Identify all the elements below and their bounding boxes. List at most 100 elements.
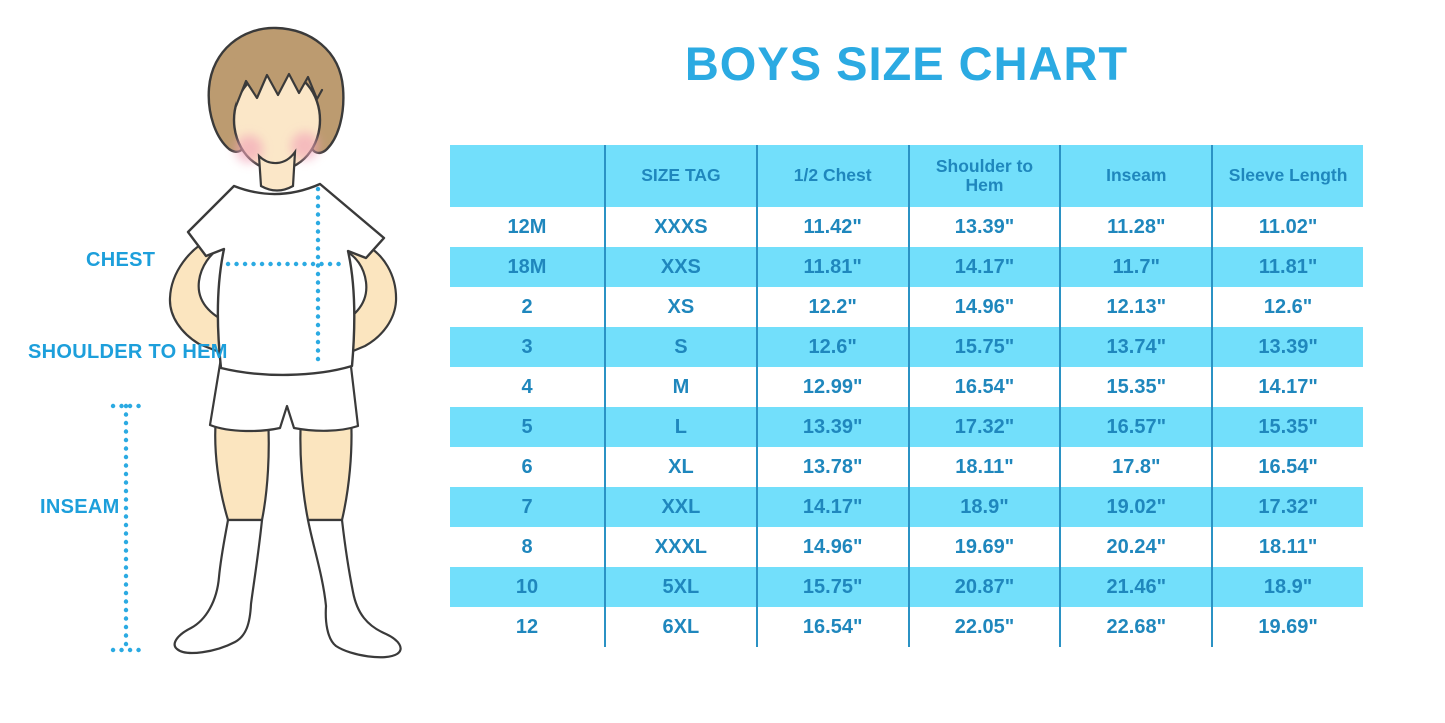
hair-fringe-line [234,72,324,108]
inseam-cell: 11.28" [1059,207,1211,247]
shoulder-to-hem-cell: 15.75" [907,327,1060,367]
shoulder-to-hem-label: SHOULDER TO HEM [28,341,228,363]
size-tag-cell: S [604,327,756,367]
header-cell-inseam: Inseam [1059,145,1211,207]
table-row: 12M XXXS 11.42" 13.39" 11.28" 11.02" [450,207,1363,247]
half-chest-cell: 12.99" [755,367,908,407]
hair-fringe [234,58,322,106]
size-tag-cell: 5XL [604,567,756,607]
size-tag-cell: XXXL [604,527,756,567]
size-cell: 8 [521,536,533,558]
table-row: 5 L 13.39" 17.32" 16.57" 15.35" [450,407,1363,447]
inseam-label: INSEAM [40,496,120,518]
size-cell: 4 [521,376,533,398]
sock-right [306,518,402,659]
header-cell-half-chest: 1/2 Chest [755,145,908,207]
cheek-right [291,132,319,160]
size-tag-cell: 6XL [604,607,756,647]
tshirt [186,182,386,377]
inseam-cell: 11.7" [1059,247,1211,287]
sleeve-length-cell: 18.9" [1211,567,1363,607]
header-cell-size-tag: SIZE TAG [604,145,756,207]
chest-label: CHEST [86,249,156,271]
half-chest-cell: 13.78" [755,447,908,487]
table-row: 10 5XL 15.75" 20.87" 21.46" 18.9" [450,567,1363,607]
inseam-cell: 22.68" [1059,607,1211,647]
half-chest-cell: 16.54" [755,607,908,647]
shoulder-to-hem-cell: 20.87" [907,567,1060,607]
half-chest-cell: 15.75" [755,567,908,607]
sleeve-length-cell: 17.32" [1211,487,1363,527]
size-cell: 5 [521,416,533,438]
size-cell: 12 [515,616,539,638]
inseam-cell: 16.57" [1059,407,1211,447]
table-row: 4 M 12.99" 16.54" 15.35" 14.17" [450,367,1363,407]
size-cell: 2 [521,296,533,318]
half-chest-cell: 14.17" [755,487,908,527]
header-cell-shoulder-to-hem: Shoulder to Hem [907,145,1060,207]
table-row: 18M XXS 11.81" 14.17" 11.7" 11.81" [450,247,1363,287]
inseam-cell: 13.74" [1059,327,1211,367]
shoulder-to-hem-cell: 13.39" [907,207,1060,247]
sleeve-length-cell: 11.81" [1211,247,1363,287]
cheek-left [235,135,263,163]
half-chest-cell: 11.42" [755,207,908,247]
size-tag-cell: XL [604,447,756,487]
table-row: 3 S 12.6" 15.75" 13.74" 13.39" [450,327,1363,367]
half-chest-cell: 11.81" [755,247,908,287]
inseam-cell: 12.13" [1059,287,1211,327]
shoulder-to-hem-cell: 22.05" [907,607,1060,647]
inseam-cell: 20.24" [1059,527,1211,567]
shoulder-to-hem-cell: 17.32" [907,407,1060,447]
table-row: 2 XS 12.2" 14.96" 12.13" 12.6" [450,287,1363,327]
inseam-cell: 21.46" [1059,567,1211,607]
sleeve-length-cell: 15.35" [1211,407,1363,447]
shoulder-to-hem-cell: 19.69" [907,527,1060,567]
half-chest-cell: 14.96" [755,527,908,567]
table-row: 12 6XL 16.54" 22.05" 22.68" 19.69" [450,607,1363,647]
neck [257,148,297,192]
header-cell-sleeve-length: Sleeve Length [1211,145,1363,207]
shoulder-to-hem-cell: 18.9" [907,487,1060,527]
shoulder-to-hem-cell: 14.96" [907,287,1060,327]
half-chest-cell: 12.6" [755,327,908,367]
inseam-cell: 19.02" [1059,487,1211,527]
size-tag-cell: XXL [604,487,756,527]
page-title: BOYS SIZE CHART [684,37,1129,90]
sleeve-length-cell: 14.17" [1211,367,1363,407]
shorts [208,356,360,433]
size-tag-cell: XXS [604,247,756,287]
sleeve-length-cell: 19.69" [1211,607,1363,647]
shoulder-to-hem-cell: 16.54" [907,367,1060,407]
size-cell: 3 [521,336,533,358]
size-cell: 12M [507,216,547,238]
header-cell-blank [450,145,604,207]
size-cell: 7 [521,496,533,518]
table-row: 8 XXXL 14.96" 19.69" 20.24" 18.11" [450,527,1363,567]
half-chest-cell: 12.2" [755,287,908,327]
table-row: 7 XXL 14.17" 18.9" 19.02" 17.32" [450,487,1363,527]
size-table: SIZE TAG 1/2 Chest Shoulder to Hem Insea… [450,145,1363,647]
size-cell: 10 [515,576,539,598]
boy-illustration [110,26,402,659]
sock-left [173,518,264,655]
table-row: 6 XL 13.78" 18.11" 17.8" 16.54" [450,447,1363,487]
size-cell: 6 [521,456,533,478]
sleeve-length-cell: 18.11" [1211,527,1363,567]
size-cell: 18M [507,256,547,278]
table-header-row: SIZE TAG 1/2 Chest Shoulder to Hem Insea… [450,145,1363,207]
sleeve-length-cell: 13.39" [1211,327,1363,367]
measurement-lines [110,186,349,653]
half-chest-cell: 13.39" [755,407,908,447]
sleeve-length-cell: 11.02" [1211,207,1363,247]
size-tag-cell: XXXS [604,207,756,247]
shoulder-to-hem-cell: 18.11" [907,447,1060,487]
size-tag-cell: XS [604,287,756,327]
size-tag-cell: M [604,367,756,407]
sleeve-length-cell: 16.54" [1211,447,1363,487]
sleeve-length-cell: 12.6" [1211,287,1363,327]
inseam-cell: 17.8" [1059,447,1211,487]
shoulder-to-hem-cell: 14.17" [907,247,1060,287]
inseam-cell: 15.35" [1059,367,1211,407]
